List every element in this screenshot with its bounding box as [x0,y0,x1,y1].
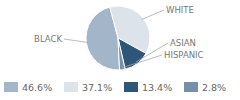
svg-text:13.4%: 13.4% [142,82,172,93]
svg-text:WHITE: WHITE [166,5,194,15]
svg-text:HISPANIC: HISPANIC [164,50,204,60]
svg-text:ASIAN: ASIAN [170,38,196,48]
svg-text:46.6%: 46.6% [22,82,52,93]
svg-text:BLACK: BLACK [34,34,62,44]
svg-text:37.1%: 37.1% [82,82,112,93]
svg-text:2.8%: 2.8% [202,82,226,93]
